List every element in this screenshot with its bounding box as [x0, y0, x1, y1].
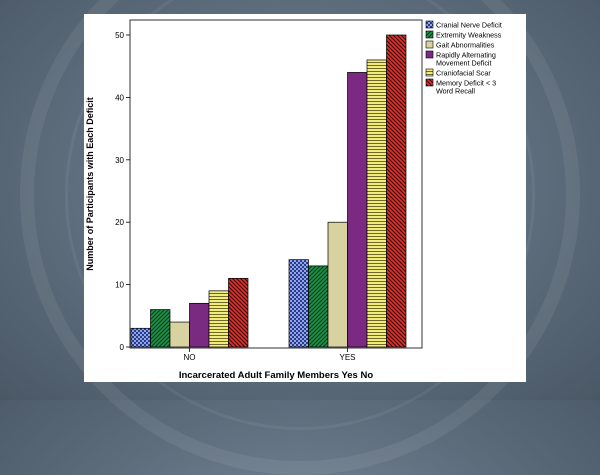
x-tick-label: NO	[184, 353, 196, 362]
y-tick-label: 50	[115, 31, 124, 40]
legend-label: Rapidly Alternating Movement Deficit	[436, 51, 496, 68]
y-axis: 0 10 20 30 40 50	[115, 31, 130, 352]
y-tick-label: 30	[115, 156, 124, 165]
bar-no-series-4	[189, 302, 210, 348]
bar-no-series-6	[228, 278, 249, 348]
legend-label: Craniofacial Scar	[436, 69, 491, 78]
legend-swatch	[425, 68, 434, 77]
bar-yes-series-6	[386, 34, 407, 348]
legend-swatch	[425, 50, 434, 59]
legend-swatch	[425, 78, 434, 87]
y-tick-label: 10	[115, 281, 124, 290]
bar-yes-series-5	[366, 59, 387, 348]
bar-yes-series-4	[347, 72, 368, 348]
x-axis-title: Incarcerated Adult Family Members Yes No	[179, 370, 373, 381]
bar-yes-series-2	[308, 265, 329, 348]
y-tick-label: 40	[115, 93, 124, 102]
legend-label: Cranial Nerve Deficit	[436, 21, 502, 30]
legend-label: Gait Abnormalities	[436, 41, 495, 50]
bar-chart: 0 10 20 30 40 50 NO YES Cranial Nerve DeficitE…	[85, 19, 502, 381]
y-tick-label: 20	[115, 218, 124, 227]
bar-no-series-5	[208, 290, 229, 348]
legend-swatch	[425, 40, 434, 49]
bar-no-series-2	[150, 309, 171, 348]
legend-label: Extremity Weakness	[436, 31, 502, 40]
legend-swatch	[425, 20, 434, 29]
legend-swatch	[425, 30, 434, 39]
chart-panel: 0 10 20 30 40 50 NO YES Cranial Nerve Deficit E…	[84, 14, 526, 382]
bar-no-series-1	[130, 327, 151, 348]
x-tick-label: YES	[339, 353, 355, 362]
bar-yes-series-3	[327, 221, 348, 348]
bar-no-series-3	[169, 321, 190, 348]
y-axis-title: Number of Participants with Each Deficit	[85, 97, 95, 271]
x-axis: NO YES	[184, 348, 356, 362]
bar-yes-series-1	[288, 259, 309, 348]
bars-group	[130, 34, 407, 348]
plot-area-frame	[129, 19, 423, 349]
y-tick-label: 0	[120, 343, 125, 352]
legend-label: Memory Deficit < 3 Word Recall	[436, 79, 496, 96]
